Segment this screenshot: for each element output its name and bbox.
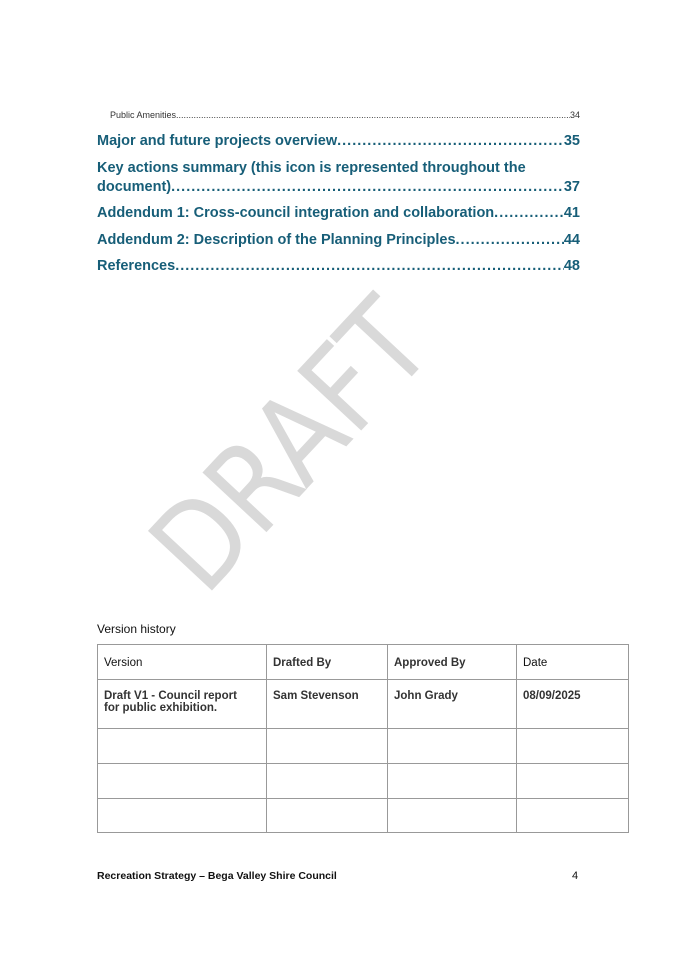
cell-date bbox=[516, 798, 629, 833]
toc-entry-title: Key actions summary (this icon is repres… bbox=[97, 160, 526, 176]
table-row: Draft V1 - Council report for public exh… bbox=[97, 679, 629, 729]
toc-entry-page: 44 bbox=[563, 232, 580, 248]
header-date: Date bbox=[516, 644, 629, 680]
toc-entry-key-actions-line1[interactable]: Key actions summary (this icon is repres… bbox=[97, 160, 580, 176]
table-row bbox=[97, 798, 629, 833]
cell-version bbox=[97, 728, 267, 764]
cell-version: Draft V1 - Council report for public exh… bbox=[97, 679, 267, 729]
cell-approved-by bbox=[387, 763, 517, 799]
cell-drafted-by: Sam Stevenson bbox=[266, 679, 388, 729]
footer-title: Recreation Strategy – Bega Valley Shire … bbox=[97, 870, 337, 882]
cell-drafted-by bbox=[266, 728, 388, 764]
version-history-table: Version Drafted By Approved By Date Draf… bbox=[97, 644, 629, 833]
cell-approved-by: John Grady bbox=[387, 679, 517, 729]
cell-approved-by bbox=[387, 728, 517, 764]
table-row bbox=[97, 728, 629, 764]
cell-date bbox=[516, 763, 629, 799]
toc-entry-page: 35 bbox=[563, 133, 580, 149]
cell-version bbox=[97, 798, 267, 833]
page-number: 4 bbox=[572, 870, 579, 882]
toc-entry-references[interactable]: References 48 bbox=[97, 258, 580, 274]
toc-entry-page: 41 bbox=[563, 205, 580, 221]
toc-entry-title: Major and future projects overview bbox=[97, 133, 338, 149]
cell-date: 08/09/2025 bbox=[516, 679, 629, 729]
toc-entry-page: 48 bbox=[563, 258, 580, 274]
toc-entry-page: 34 bbox=[569, 110, 580, 120]
cell-drafted-by bbox=[266, 763, 388, 799]
toc-entry-title: document) bbox=[97, 179, 172, 195]
toc-entry-title: Addendum 1: Cross-council integration an… bbox=[97, 205, 495, 221]
header-drafted-by: Drafted By bbox=[266, 644, 388, 680]
cell-approved-by bbox=[387, 798, 517, 833]
toc-entry-page: 37 bbox=[563, 179, 580, 195]
table-row bbox=[97, 763, 629, 799]
toc-entry-title: Public Amenities bbox=[110, 110, 177, 120]
toc-entry-key-actions[interactable]: document) 37 bbox=[97, 179, 580, 195]
cell-version bbox=[97, 763, 267, 799]
version-history-title: Version history bbox=[97, 622, 176, 636]
toc-entry-addendum-1[interactable]: Addendum 1: Cross-council integration an… bbox=[97, 205, 580, 221]
cell-drafted-by bbox=[266, 798, 388, 833]
header-approved-by: Approved By bbox=[387, 644, 517, 680]
header-version: Version bbox=[97, 644, 267, 680]
table-header-row: Version Drafted By Approved By Date bbox=[97, 644, 629, 680]
toc-entry-title: References bbox=[97, 258, 176, 274]
toc-entry-major-projects[interactable]: Major and future projects overview 35 bbox=[97, 133, 580, 149]
toc-entry-addendum-2[interactable]: Addendum 2: Description of the Planning … bbox=[97, 232, 580, 248]
cell-date bbox=[516, 728, 629, 764]
toc-entry-title: Addendum 2: Description of the Planning … bbox=[97, 232, 456, 248]
draft-watermark-text: DRAFT bbox=[125, 274, 459, 618]
toc-entry-public-amenities[interactable]: Public Amenities 34 bbox=[110, 110, 580, 120]
